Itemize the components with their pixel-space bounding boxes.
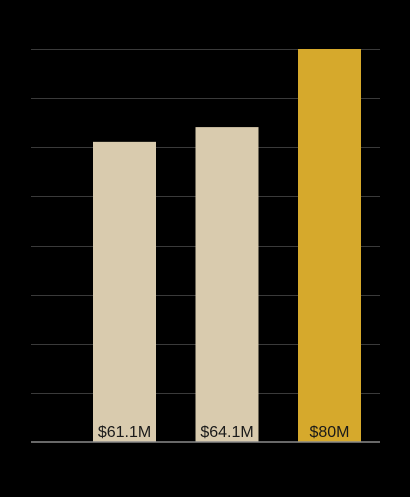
bar-3 xyxy=(298,49,361,442)
label-layer: $61.1M $64.1M $80M xyxy=(98,424,350,441)
bar-3-value-label: $80M xyxy=(309,424,349,441)
bar-layer xyxy=(93,49,361,442)
bar-1 xyxy=(93,141,156,442)
bar-2 xyxy=(195,127,259,442)
bar-1-value-label: $61.1M xyxy=(98,424,151,441)
bar-2-value-label: $64.1M xyxy=(200,424,253,441)
